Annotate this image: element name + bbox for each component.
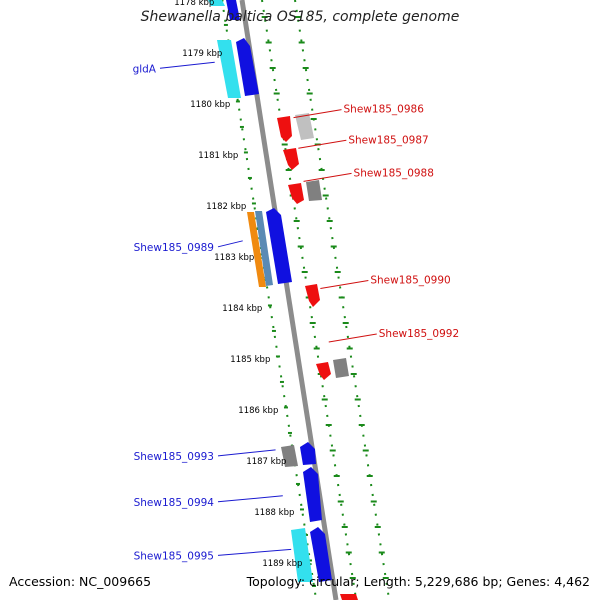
gene-label[interactable]: Shew185_0995 bbox=[134, 550, 214, 562]
gene-feature[interactable] bbox=[291, 528, 313, 582]
gene-feature[interactable] bbox=[333, 358, 349, 378]
gene-feature[interactable] bbox=[247, 212, 266, 287]
tick-track bbox=[261, 0, 358, 600]
kbp-label: 1179 kbp bbox=[182, 49, 222, 59]
gene-feature[interactable] bbox=[306, 180, 322, 201]
gene-feature[interactable] bbox=[295, 113, 314, 140]
gene-label[interactable]: gldA bbox=[133, 63, 157, 75]
gene-feature[interactable] bbox=[288, 183, 304, 204]
kbp-label: 1187 kbp bbox=[246, 457, 286, 467]
gene-label[interactable]: Shew185_0987 bbox=[348, 134, 428, 146]
gene-leader bbox=[320, 280, 369, 289]
map-labels: 1178 kbp 1179 kbp 1180 kbp 1181 kbp 1182 kbp… bbox=[133, 0, 460, 569]
gene-label[interactable]: Shew185_0990 bbox=[370, 275, 450, 287]
kbp-label: 1180 kbp bbox=[190, 100, 230, 110]
accession-text: Accession: NC_009665 bbox=[9, 574, 152, 589]
kbp-label: 1178 kbp bbox=[174, 0, 214, 8]
topology-text: Topology: circular; Length: 5,229,686 bp… bbox=[246, 574, 590, 589]
gene-feature[interactable] bbox=[266, 208, 292, 284]
gene-label[interactable]: Shew185_0994 bbox=[134, 497, 215, 509]
kbp-label: 1181 kbp bbox=[198, 151, 238, 161]
gene-features bbox=[208, 0, 358, 600]
gene-label[interactable]: Shew185_0988 bbox=[354, 167, 434, 179]
map-title: Shewanella baltica OS185, complete genom… bbox=[140, 9, 460, 25]
tick-track bbox=[294, 0, 391, 600]
kbp-label: 1188 kbp bbox=[254, 508, 294, 518]
gene-feature[interactable] bbox=[236, 38, 259, 96]
gene-leader bbox=[293, 109, 342, 119]
gene-label[interactable]: Shew185_0986 bbox=[344, 104, 425, 116]
gene-feature[interactable] bbox=[226, 0, 240, 20]
gene-feature[interactable] bbox=[340, 594, 358, 600]
gene-leader bbox=[298, 139, 347, 149]
gene-feature[interactable] bbox=[277, 116, 292, 142]
gene-leader bbox=[328, 333, 377, 343]
kbp-label: 1185 kbp bbox=[230, 355, 270, 365]
kbp-label: 1189 kbp bbox=[262, 559, 302, 569]
gene-feature[interactable] bbox=[310, 527, 332, 582]
gene-leader bbox=[217, 495, 283, 503]
gene-leader bbox=[217, 548, 292, 556]
gene-feature[interactable] bbox=[305, 284, 320, 307]
kbp-label: 1183 kbp bbox=[214, 253, 254, 263]
gene-label[interactable]: Shew185_0993 bbox=[134, 451, 214, 463]
gene-leader bbox=[303, 172, 352, 182]
gene-feature[interactable] bbox=[208, 0, 225, 6]
kbp-label: 1184 kbp bbox=[222, 304, 262, 314]
gene-feature[interactable] bbox=[281, 445, 298, 467]
gene-feature[interactable] bbox=[255, 211, 273, 286]
gene-leader bbox=[217, 449, 276, 457]
gene-feature[interactable] bbox=[316, 362, 331, 380]
kbp-label: 1182 kbp bbox=[206, 202, 246, 212]
gene-feature[interactable] bbox=[283, 148, 299, 170]
gene-feature[interactable] bbox=[300, 442, 316, 465]
gene-leader bbox=[159, 61, 215, 69]
gene-leader bbox=[217, 240, 243, 248]
gene-label[interactable]: Shew185_0989 bbox=[134, 242, 214, 254]
gene-feature[interactable] bbox=[303, 467, 322, 522]
gene-label[interactable]: Shew185_0992 bbox=[379, 328, 459, 340]
kbp-label: 1186 kbp bbox=[238, 406, 278, 416]
gene-feature[interactable] bbox=[217, 40, 241, 98]
tick-track bbox=[221, 0, 318, 600]
